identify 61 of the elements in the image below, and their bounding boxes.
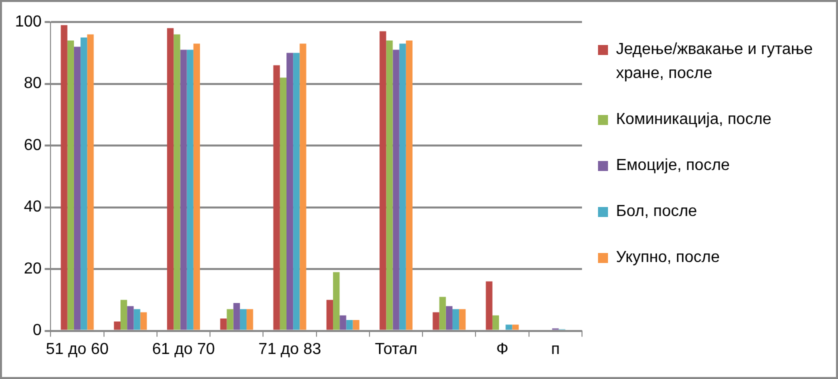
bar (492, 315, 500, 330)
bar (446, 306, 452, 330)
bar (140, 312, 147, 330)
bar (506, 324, 512, 330)
bar (459, 309, 466, 330)
bar (333, 272, 340, 330)
bar (220, 318, 227, 330)
bar (432, 312, 440, 330)
bar (60, 25, 68, 330)
bar (167, 28, 174, 330)
bar (240, 309, 247, 330)
y-tick-label: 60 (24, 136, 42, 154)
bar (87, 34, 94, 330)
bar (80, 37, 88, 330)
x-tick-label: Ф (496, 340, 508, 358)
bar (246, 309, 254, 330)
bar (193, 44, 200, 330)
y-tick-label: 100 (14, 13, 42, 30)
y-tick-label: 0 (32, 322, 42, 340)
bar (286, 52, 294, 330)
bar (406, 40, 413, 330)
bar (439, 296, 446, 330)
x-tick-label: 51 до 60 (46, 340, 109, 358)
y-tick-label: 20 (24, 260, 42, 278)
bar (399, 44, 406, 330)
bar (67, 40, 74, 330)
bar (280, 78, 286, 330)
bar (74, 46, 81, 330)
bar (386, 40, 393, 330)
bar (120, 300, 128, 330)
bar (452, 309, 460, 330)
bar (293, 52, 300, 330)
bar (300, 44, 306, 330)
x-tick-label: 71 до 83 (258, 340, 322, 358)
legend-label: Укупно, после (616, 248, 721, 268)
x-tick-label: Тотал (374, 340, 418, 358)
bar (114, 322, 121, 330)
bar (346, 320, 353, 330)
bar (174, 34, 180, 330)
y-tick-label: 80 (24, 75, 42, 92)
legend-label: Емоције, после (616, 156, 731, 176)
bar (352, 320, 360, 330)
bar (233, 303, 240, 330)
x-tick-label: 61 до 70 (152, 340, 215, 358)
legend-label: Коминикација, после (616, 110, 772, 130)
bar (486, 281, 492, 330)
bar (127, 306, 134, 330)
bar (273, 65, 280, 330)
bar (326, 300, 334, 330)
x-tick-label: п (551, 340, 560, 358)
bar (226, 309, 234, 330)
y-tick-label: 40 (24, 198, 42, 216)
bar (340, 315, 346, 330)
bar (180, 50, 187, 330)
legend-label: Једење/жвакање и гутање хране, после (616, 40, 814, 84)
bar (134, 309, 140, 330)
bar (186, 50, 194, 330)
bar (380, 31, 386, 330)
bar (512, 324, 519, 330)
legend-label: Бол, после (616, 202, 698, 222)
bar (392, 50, 400, 330)
